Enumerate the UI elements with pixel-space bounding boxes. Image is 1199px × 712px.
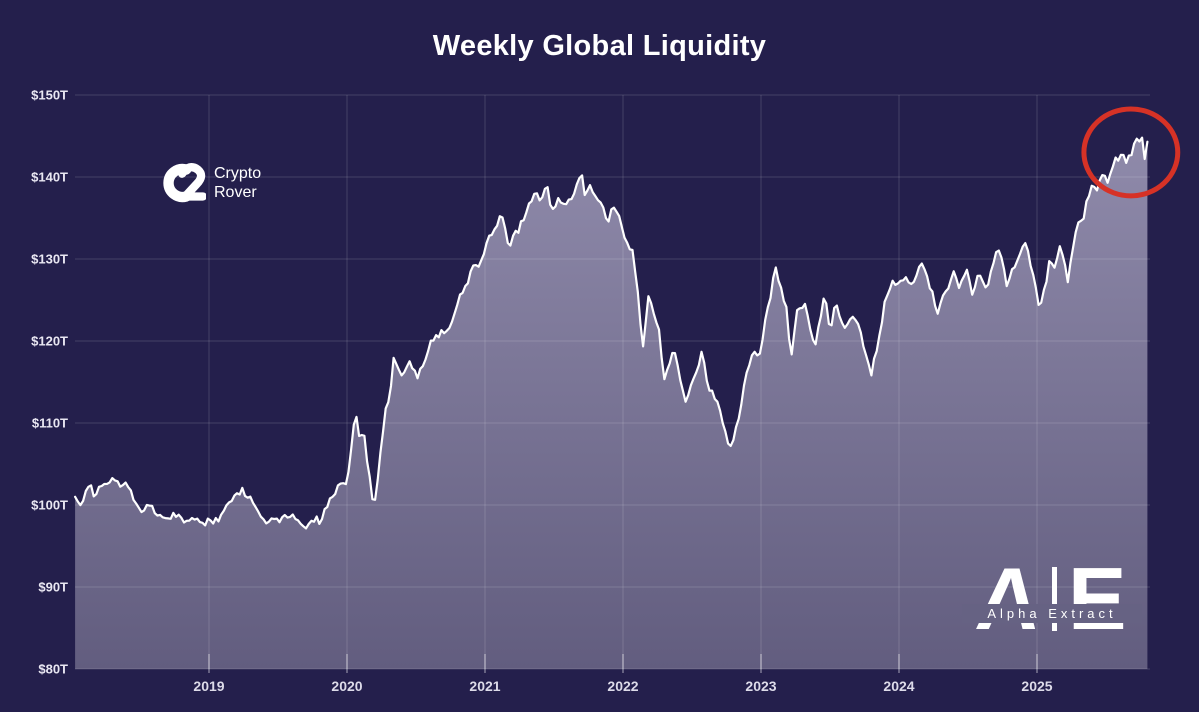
series-area <box>75 137 1148 670</box>
x-tick-label: 2021 <box>469 678 500 694</box>
alpha-extract-divider <box>1051 567 1057 631</box>
x-tick-label: 2024 <box>883 678 914 694</box>
crypto-rover-line1: Crypto <box>214 165 262 182</box>
y-tick-label: $80T <box>38 662 68 677</box>
alpha-extract-band: Alpha Extract <box>962 604 1142 623</box>
crypto-rover-icon <box>163 163 206 203</box>
y-tick-label: $150T <box>31 88 68 103</box>
y-tick-label: $140T <box>31 170 68 185</box>
y-tick-label: $110T <box>32 416 68 431</box>
crypto-rover-wordmark: Crypto Rover <box>214 164 261 202</box>
x-tick-label: 2020 <box>331 678 362 694</box>
x-tick-label: 2025 <box>1021 678 1052 694</box>
x-tick-label: 2019 <box>193 678 224 694</box>
chart-title: Weekly Global Liquidity <box>432 30 767 62</box>
alpha-extract-monogram: A E <box>972 549 1132 648</box>
alpha-extract-letter-e: E <box>1067 549 1127 648</box>
y-tick-label: $90T <box>38 580 68 595</box>
alpha-extract-letter-a: A <box>972 549 1047 648</box>
crypto-rover-logo: Crypto Rover <box>150 160 261 206</box>
y-tick-label: $120T <box>31 334 68 349</box>
highlight-circle <box>1081 106 1181 199</box>
series-line <box>74 136 1149 530</box>
x-tick-label: 2022 <box>607 678 638 694</box>
y-tick-label: $100T <box>31 498 68 513</box>
y-tick-label: $130T <box>31 252 68 267</box>
x-tick-label: 2023 <box>745 678 776 694</box>
crypto-rover-line2: Rover <box>214 184 257 201</box>
alpha-extract-caption: Alpha Extract <box>987 606 1117 621</box>
alpha-extract-logo: A E Alpha Extract <box>962 549 1142 648</box>
